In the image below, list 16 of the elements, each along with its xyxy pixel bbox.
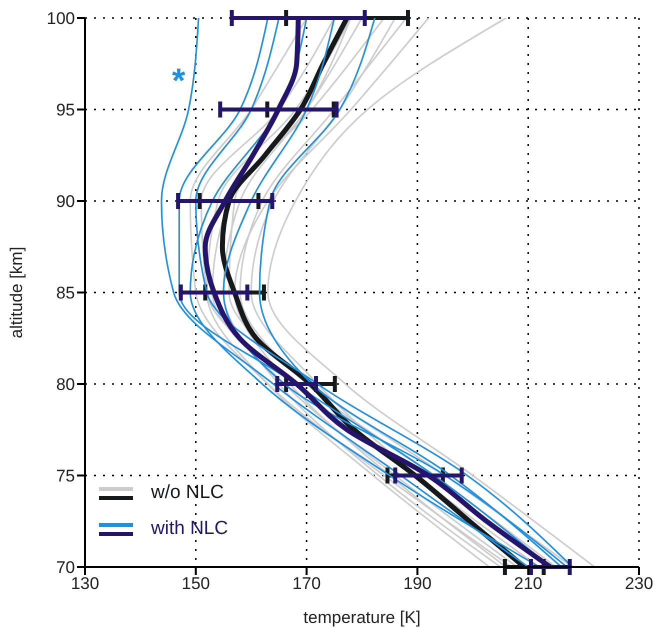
y-tick-label: 90 <box>56 192 75 212</box>
x-tick-label: 170 <box>292 574 321 594</box>
annotation: * <box>172 62 186 100</box>
y-tick-label: 80 <box>56 375 75 394</box>
y-tick-label: 100 <box>46 9 75 28</box>
y-tick-label: 85 <box>56 284 75 303</box>
x-tick-label: 230 <box>624 574 654 594</box>
text: w/o NLC <box>151 482 224 504</box>
x-tick-label: 150 <box>182 574 210 594</box>
x-tick-label: 210 <box>514 574 542 594</box>
text: with NLC <box>151 518 228 540</box>
x-axis-title: temperature [K] <box>303 608 421 627</box>
y-axis-title: altitude [km] <box>7 246 26 338</box>
y-tick-label: 75 <box>56 466 75 486</box>
x-tick-label: 190 <box>403 574 432 594</box>
y-tick-label: 95 <box>56 100 75 120</box>
